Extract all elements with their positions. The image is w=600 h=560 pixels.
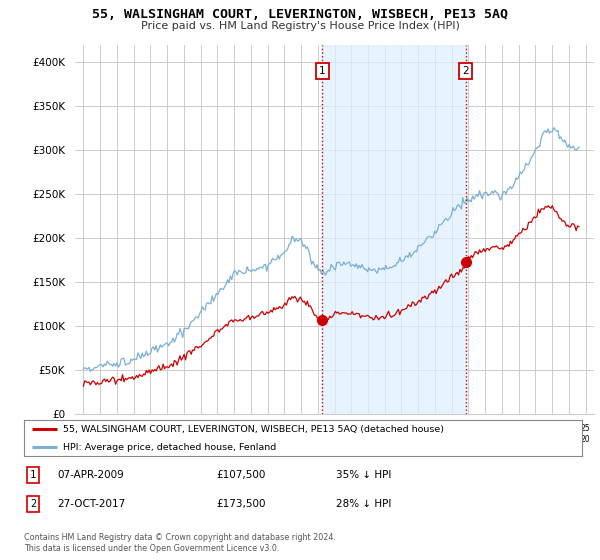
Text: Contains HM Land Registry data © Crown copyright and database right 2024.
This d: Contains HM Land Registry data © Crown c… [24, 533, 336, 553]
Text: 28% ↓ HPI: 28% ↓ HPI [336, 499, 391, 509]
Bar [322, 45, 466, 414]
Text: 07-APR-2009: 07-APR-2009 [57, 470, 124, 480]
Text: 55, WALSINGHAM COURT, LEVERINGTON, WISBECH, PE13 5AQ: 55, WALSINGHAM COURT, LEVERINGTON, WISBE… [92, 8, 508, 21]
Text: HPI: Average price, detached house, Fenland: HPI: Average price, detached house, Fenl… [63, 443, 277, 452]
Text: Price paid vs. HM Land Registry's House Price Index (HPI): Price paid vs. HM Land Registry's House … [140, 21, 460, 31]
Text: 2: 2 [462, 66, 469, 76]
Text: £173,500: £173,500 [216, 499, 265, 509]
Text: 1: 1 [30, 470, 36, 480]
Text: 2: 2 [30, 499, 36, 509]
Text: 55, WALSINGHAM COURT, LEVERINGTON, WISBECH, PE13 5AQ (detached house): 55, WALSINGHAM COURT, LEVERINGTON, WISBE… [63, 424, 444, 433]
Text: 1: 1 [319, 66, 326, 76]
Text: 27-OCT-2017: 27-OCT-2017 [57, 499, 125, 509]
Text: 35% ↓ HPI: 35% ↓ HPI [336, 470, 391, 480]
Text: £107,500: £107,500 [216, 470, 265, 480]
